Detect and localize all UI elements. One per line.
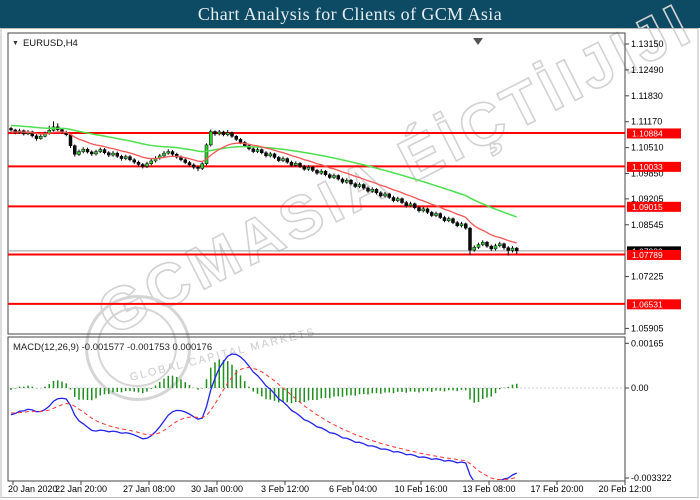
watermark-logo-inner-ring [97,307,177,387]
svg-text:17 Feb 20:00: 17 Feb 20:00 [530,484,583,494]
macd-main-line [10,353,518,480]
svg-text:22 Jan 20:00: 22 Jan 20:00 [55,484,107,494]
svg-text:1.12490: 1.12490 [631,65,664,75]
svg-text:1.11170: 1.11170 [631,117,662,127]
chevron-down-icon: ▼ [12,40,19,47]
page-title: Chart Analysis for Clients of GCM Asia [197,3,503,24]
svg-text:1.07789: 1.07789 [632,250,663,260]
svg-text:1.07225: 1.07225 [631,272,664,282]
svg-text:1.08545: 1.08545 [631,220,664,230]
svg-text:1.10033: 1.10033 [632,162,663,172]
ma-fast-red-line [10,131,517,244]
svg-text:1.13150: 1.13150 [631,39,664,49]
symbol-timeframe-label: EURUSD,H4 [22,38,78,49]
svg-text:0.00: 0.00 [631,383,649,393]
svg-text:27 Jan 08:00: 27 Jan 08:00 [123,484,175,494]
svg-text:30 Jan 00:00: 30 Jan 00:00 [191,484,243,494]
macd-panel [9,353,624,480]
svg-text:1.11830: 1.11830 [631,91,663,101]
macd-indicator-label: MACD(12,26,9) -0.001577 -0.001753 0.0001… [13,342,213,353]
svg-text:3 Feb 12:00: 3 Feb 12:00 [261,484,309,494]
ma-slow-green-line [10,124,518,218]
svg-text:1.09015: 1.09015 [632,202,663,212]
svg-text:1.05905: 1.05905 [631,323,664,333]
svg-text:0.00165: 0.00165 [631,338,664,348]
svg-text:10 Feb 16:00: 10 Feb 16:00 [394,484,447,494]
svg-text:20 Jan 2020: 20 Jan 2020 [8,484,58,494]
svg-text:6 Feb 04:00: 6 Feb 04:00 [329,484,377,494]
svg-text:13 Feb 08:00: 13 Feb 08:00 [462,484,515,494]
svg-text:20 Feb 12:00: 20 Feb 12:00 [598,484,651,494]
symbol-selector[interactable]: ▼ EURUSD,H4 [12,38,78,49]
watermark-logo [85,295,191,401]
title-bar: Chart Analysis for Clients of GCM Asia [0,0,700,28]
svg-text:1.06531: 1.06531 [632,299,663,309]
macd-signal-line [10,366,517,480]
svg-text:1.09205: 1.09205 [631,194,664,204]
support-resistance-lines [8,131,625,305]
price-axis: 1.13150 1.12490 1.11830 1.11170 1.10510 1.098… [625,39,681,483]
moving-averages [10,124,518,244]
chart-canvas: 1.13150 1.12490 1.11830 1.11170 1.10510 1.098… [0,28,699,498]
candlesticks [9,121,519,256]
svg-text:1.10884: 1.10884 [632,128,663,138]
down-arrow-marker[interactable] [473,38,483,45]
svg-text:1.10510: 1.10510 [631,143,664,153]
svg-text:-0.003322: -0.003322 [631,473,672,483]
svg-text:1.09850: 1.09850 [631,169,664,179]
